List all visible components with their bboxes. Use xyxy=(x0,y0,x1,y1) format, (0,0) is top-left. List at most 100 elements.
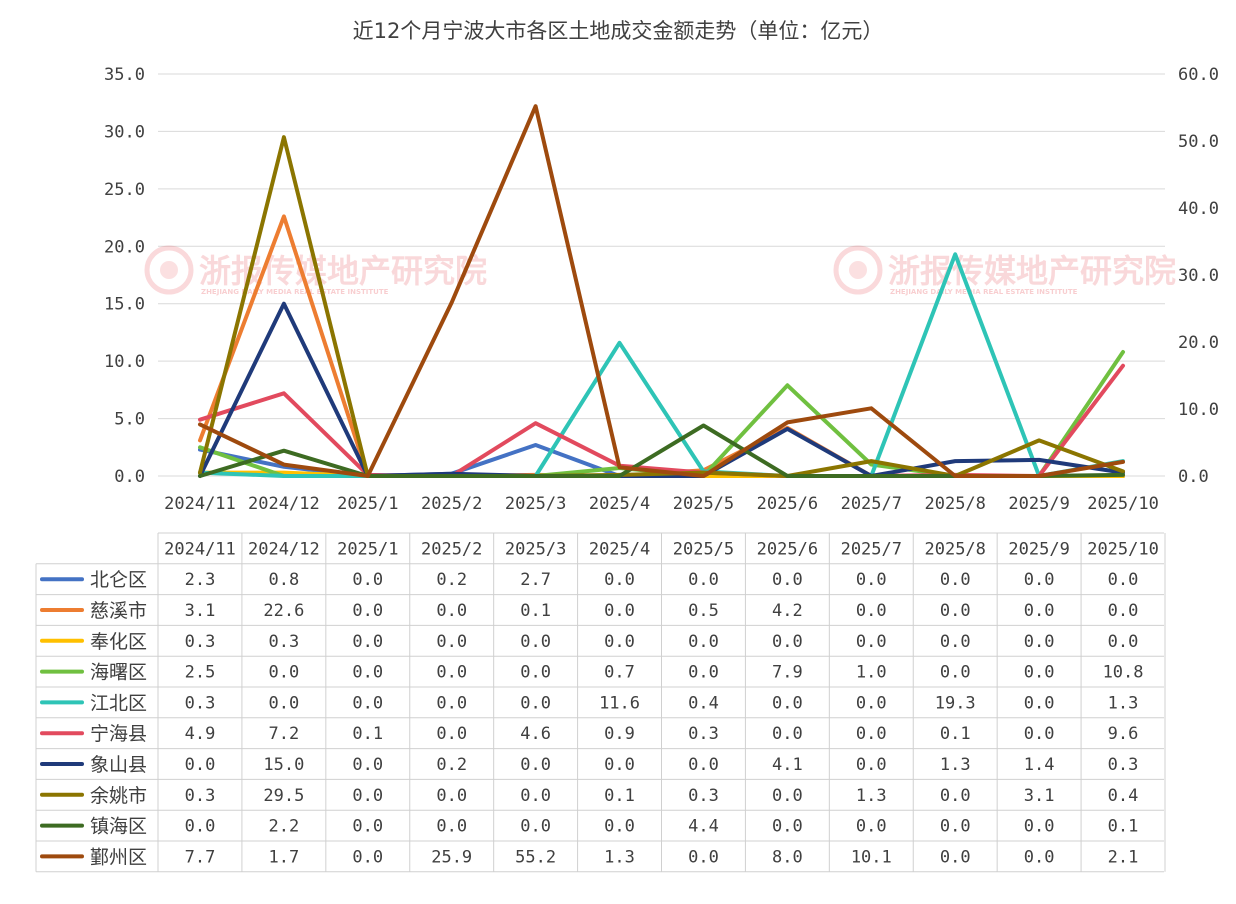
table-value-cell: 0.0 xyxy=(604,755,635,775)
table-value-cell: 0.5 xyxy=(688,601,719,621)
series-line xyxy=(198,104,1125,478)
y-right-tick-label: 20.0 xyxy=(1178,333,1219,353)
y-right-tick-label: 40.0 xyxy=(1178,199,1219,219)
table-value-cell: 0.0 xyxy=(940,847,971,867)
table-value-cell: 1.3 xyxy=(856,786,887,806)
table-value-cell: 0.0 xyxy=(520,663,551,683)
legend-label: 鄞州区 xyxy=(90,846,147,868)
table-value-cell: 0.1 xyxy=(1108,817,1139,837)
table-value-cell: 0.0 xyxy=(856,724,887,744)
table-value-cell: 1.7 xyxy=(269,847,300,867)
watermark-logo-icon xyxy=(160,261,178,279)
table-value-cell: 22.6 xyxy=(263,601,304,621)
legend-label: 余姚市 xyxy=(90,785,147,807)
table-value-cell: 0.3 xyxy=(688,724,719,744)
table-value-cell: 10.8 xyxy=(1103,663,1144,683)
table-value-cell: 2.1 xyxy=(1108,847,1139,867)
table-value-cell: 3.1 xyxy=(185,601,216,621)
table-value-cell: 0.8 xyxy=(269,570,300,590)
table-value-cell: 0.0 xyxy=(604,570,635,590)
x-tick-label: 2025/6 xyxy=(757,494,818,514)
table-value-cell: 0.1 xyxy=(520,601,551,621)
x-tick-label: 2025/7 xyxy=(841,494,902,514)
table-header-cell: 2025/6 xyxy=(757,539,818,559)
table-value-cell: 0.0 xyxy=(436,724,467,744)
watermark-logo-icon xyxy=(849,261,867,279)
table-value-cell: 19.3 xyxy=(935,693,976,713)
watermark-logo-icon xyxy=(144,245,194,295)
legend-label: 镇海区 xyxy=(90,816,147,838)
legend-label: 北仑区 xyxy=(90,569,147,591)
table-value-cell: 1.3 xyxy=(1108,693,1139,713)
table-value-cell: 4.6 xyxy=(520,724,551,744)
table-value-cell: 0.0 xyxy=(772,632,803,652)
table-header-cell: 2025/1 xyxy=(337,539,398,559)
table-value-cell: 0.0 xyxy=(856,755,887,775)
x-tick-label: 2025/3 xyxy=(505,494,566,514)
table-value-cell: 0.0 xyxy=(1108,601,1139,621)
watermark-subtitle: ZHEJIANG DAILY MEDIA REAL ESTATE INSTITU… xyxy=(201,288,389,296)
x-tick-label: 2025/8 xyxy=(924,494,985,514)
table-value-cell: 0.0 xyxy=(772,570,803,590)
y-right-tick-label: 60.0 xyxy=(1178,65,1219,85)
table-value-cell: 0.7 xyxy=(604,663,635,683)
series-line xyxy=(198,301,1125,478)
table-value-cell: 0.1 xyxy=(940,724,971,744)
table-value-cell: 0.0 xyxy=(352,601,383,621)
y-left-tick-label: 35.0 xyxy=(104,65,145,85)
x-tick-label: 2025/9 xyxy=(1008,494,1069,514)
table-value-cell: 0.0 xyxy=(856,817,887,837)
table-value-cell: 0.0 xyxy=(1108,570,1139,590)
table-value-cell: 0.0 xyxy=(856,693,887,713)
table-value-cell: 0.3 xyxy=(1108,755,1139,775)
legend-label: 江北区 xyxy=(90,692,147,714)
table-value-cell: 0.0 xyxy=(940,632,971,652)
table-value-cell: 0.3 xyxy=(185,632,216,652)
table-value-cell: 0.0 xyxy=(520,693,551,713)
table-value-cell: 0.0 xyxy=(269,693,300,713)
y-left-tick-label: 0.0 xyxy=(114,467,145,487)
table-value-cell: 2.5 xyxy=(185,663,216,683)
table-value-cell: 0.1 xyxy=(352,724,383,744)
table-value-cell: 10.1 xyxy=(851,847,892,867)
y-left-tick-label: 5.0 xyxy=(114,410,145,430)
table-value-cell: 3.1 xyxy=(1024,786,1055,806)
table-value-cell: 2.2 xyxy=(269,817,300,837)
legend-label: 海曙区 xyxy=(90,662,147,684)
table-value-cell: 0.0 xyxy=(772,693,803,713)
table-value-cell: 0.0 xyxy=(940,786,971,806)
legend-label: 奉化区 xyxy=(90,631,147,653)
table-value-cell: 15.0 xyxy=(263,755,304,775)
table-value-cell: 0.0 xyxy=(1024,570,1055,590)
table-value-cell: 0.0 xyxy=(856,570,887,590)
y-right-tick-label: 30.0 xyxy=(1178,266,1219,286)
table-value-cell: 0.0 xyxy=(352,817,383,837)
table-header-cell: 2025/8 xyxy=(924,539,985,559)
table-value-cell: 0.0 xyxy=(1024,817,1055,837)
table-header-cell: 2025/3 xyxy=(505,539,566,559)
y-left-tick-label: 10.0 xyxy=(104,352,145,372)
chart-title: 近12个月宁波大市各区土地成交金额走势（单位：亿元） xyxy=(353,19,884,43)
table-value-cell: 29.5 xyxy=(263,786,304,806)
x-tick-label: 2025/10 xyxy=(1087,494,1159,514)
table-value-cell: 0.9 xyxy=(604,724,635,744)
table-value-cell: 11.6 xyxy=(599,693,640,713)
y-left-tick-label: 30.0 xyxy=(104,122,145,142)
table-value-cell: 0.3 xyxy=(185,786,216,806)
table-value-cell: 0.0 xyxy=(688,847,719,867)
table-value-cell: 0.0 xyxy=(352,570,383,590)
table-value-cell: 0.0 xyxy=(604,601,635,621)
y-left-tick-label: 20.0 xyxy=(104,237,145,257)
x-tick-label: 2025/2 xyxy=(421,494,482,514)
table-value-cell: 0.0 xyxy=(1108,632,1139,652)
watermark-text: 浙报传媒地产研究院 xyxy=(199,252,487,290)
table-value-cell: 1.3 xyxy=(604,847,635,867)
table-value-cell: 25.9 xyxy=(431,847,472,867)
table-value-cell: 0.0 xyxy=(520,817,551,837)
table-value-cell: 0.0 xyxy=(352,755,383,775)
y-right-tick-label: 50.0 xyxy=(1178,132,1219,152)
table-value-cell: 4.1 xyxy=(772,755,803,775)
table-value-cell: 0.0 xyxy=(1024,724,1055,744)
table-value-cell: 0.0 xyxy=(772,786,803,806)
